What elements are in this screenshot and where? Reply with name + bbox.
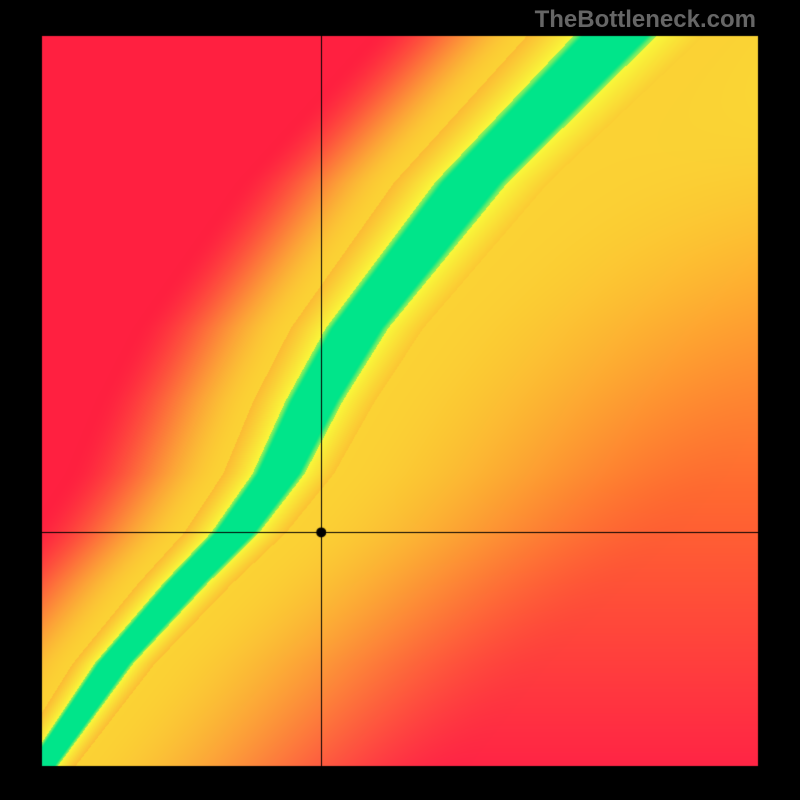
watermark-text: TheBottleneck.com xyxy=(535,6,756,34)
chart-container: TheBottleneck.com xyxy=(0,0,800,800)
bottleneck-heatmap xyxy=(0,0,800,800)
